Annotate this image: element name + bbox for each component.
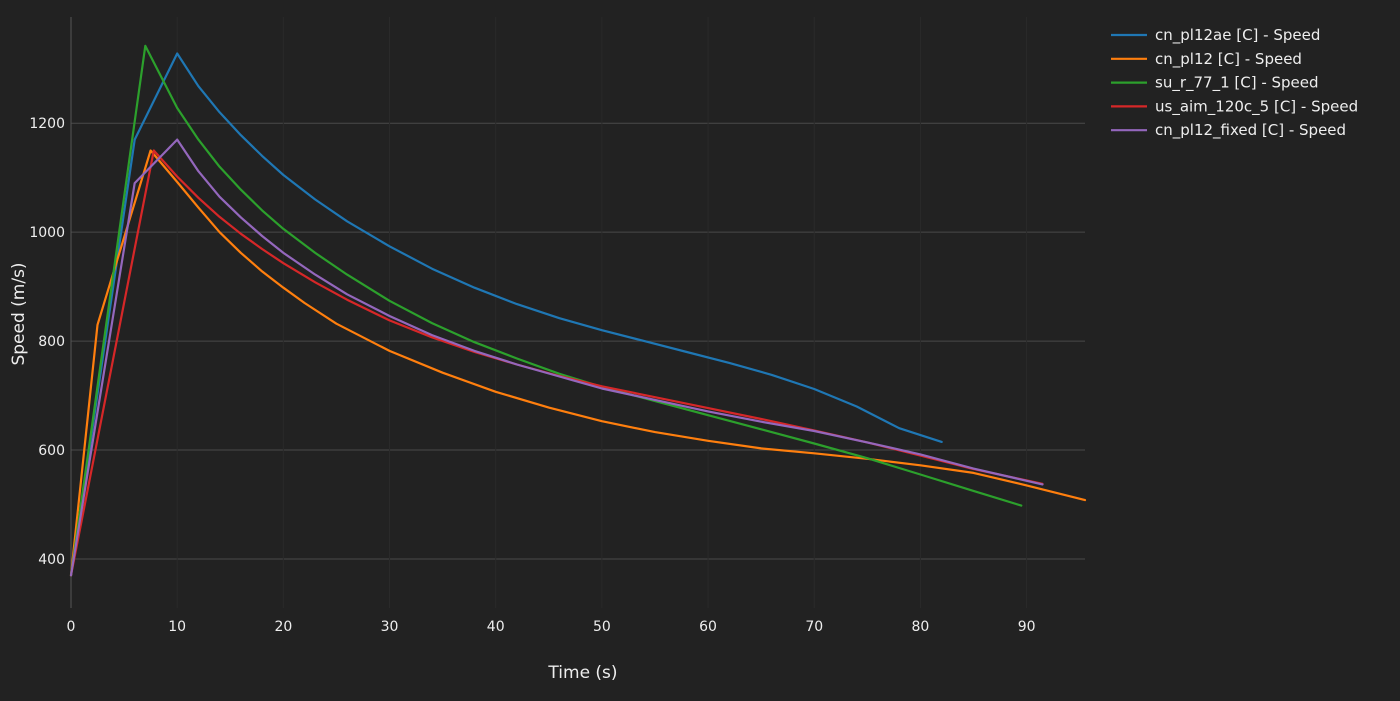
- plot-area: [69, 44, 1087, 577]
- x-tick-label: 20: [274, 619, 292, 635]
- y-tick-label: 1000: [29, 225, 65, 241]
- series-line[interactable]: [69, 149, 1087, 577]
- legend-item[interactable]: us_aim_120c_5 [C] - Speed: [1111, 97, 1358, 116]
- legend-item[interactable]: cn_pl12 [C] - Speed: [1111, 50, 1302, 69]
- x-tick-label: 30: [381, 619, 399, 635]
- axes: 400 600 800 1000 1200 0 10 20 30 40 50 60 70 80 90: [29, 17, 1036, 635]
- x-tick-label: 80: [912, 619, 930, 635]
- x-tick-label: 40: [487, 619, 505, 635]
- legend-label: cn_pl12 [C] - Speed: [1155, 50, 1302, 69]
- legend: cn_pl12ae [C] - Speed cn_pl12 [C] - Speed…: [1111, 26, 1358, 140]
- x-tick-label: 90: [1018, 619, 1036, 635]
- legend-item[interactable]: su_r_77_1 [C] - Speed: [1111, 74, 1319, 93]
- legend-item[interactable]: cn_pl12ae [C] - Speed: [1111, 26, 1320, 45]
- series-line[interactable]: [69, 52, 943, 577]
- series-line[interactable]: [69, 138, 1044, 577]
- legend-item[interactable]: cn_pl12_fixed [C] - Speed: [1111, 121, 1346, 140]
- legend-label: us_aim_120c_5 [C] - Speed: [1155, 97, 1358, 116]
- x-tick-label: 0: [67, 619, 76, 635]
- x-tick-label: 70: [805, 619, 823, 635]
- series-line[interactable]: [69, 44, 1023, 577]
- x-tick-label: 60: [699, 619, 717, 635]
- x-tick-label: 50: [593, 619, 611, 635]
- legend-label: cn_pl12ae [C] - Speed: [1155, 26, 1320, 45]
- gridlines: [71, 17, 1085, 608]
- y-tick-label: 1200: [29, 116, 65, 132]
- x-tick-label: 10: [168, 619, 186, 635]
- series-line[interactable]: [69, 149, 1044, 577]
- y-tick-label: 600: [38, 443, 65, 459]
- y-tick-label: 800: [38, 334, 65, 350]
- y-tick-label: 400: [38, 552, 65, 568]
- x-axis-title: Time (s): [547, 663, 617, 683]
- y-axis-title: Speed (m/s): [9, 262, 29, 365]
- legend-label: cn_pl12_fixed [C] - Speed: [1155, 121, 1346, 140]
- legend-label: su_r_77_1 [C] - Speed: [1155, 74, 1319, 93]
